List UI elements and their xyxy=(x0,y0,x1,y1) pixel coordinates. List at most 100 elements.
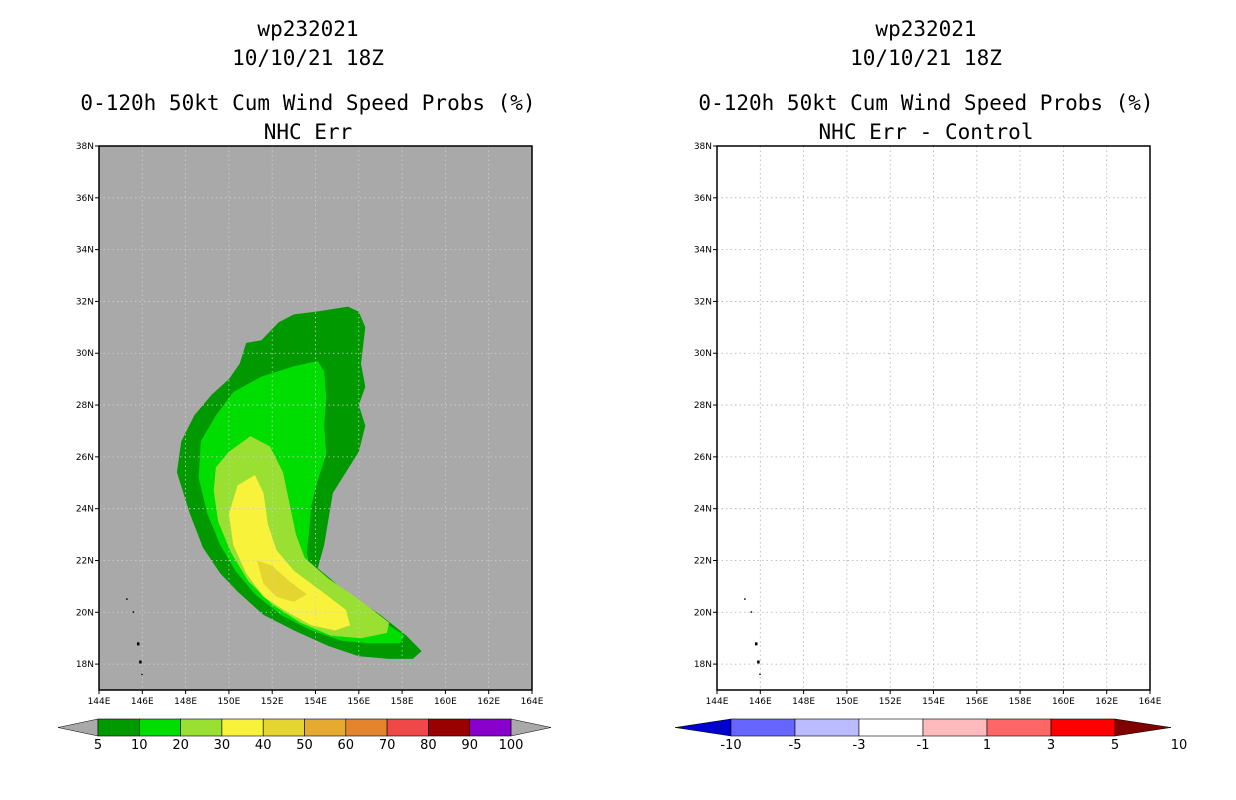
lat-tick-label: 36N xyxy=(694,194,712,204)
lon-tick-label: 150E xyxy=(217,697,240,707)
lon-tick-label: 156E xyxy=(347,697,370,707)
colorbar-label: -5 xyxy=(789,738,802,753)
lat-tick-label: 38N xyxy=(76,142,94,152)
lat-tick-label: 20N xyxy=(694,608,712,618)
colorbar-box xyxy=(1050,718,1116,737)
lat-tick-label: 22N xyxy=(694,556,712,566)
colorbar-box xyxy=(986,718,1052,737)
colorbar-label: -1 xyxy=(917,738,930,753)
right-colorbar: -10 -5 -3 -1 1 3 5 10 xyxy=(674,718,1188,753)
colorbar-label: 20 xyxy=(172,738,189,753)
island xyxy=(754,642,758,646)
colorbar-box xyxy=(139,718,181,737)
lat-tick-label: 24N xyxy=(694,505,712,515)
left-title-date: 10/10/21 18Z xyxy=(232,46,384,70)
island xyxy=(759,673,761,675)
lon-tick-label: 158E xyxy=(391,697,414,707)
lat-tick-label: 26N xyxy=(76,453,94,463)
grid xyxy=(99,146,532,690)
colorbar-label: -10 xyxy=(720,738,741,753)
lon-tick-label: 154E xyxy=(304,697,327,707)
left-title-model: NHC Err xyxy=(264,120,353,144)
lon-tick-label: 146E xyxy=(749,697,772,707)
lon-tick-label: 150E xyxy=(835,697,858,707)
lon-tick-label: 152E xyxy=(261,697,284,707)
colorbar-label: 40 xyxy=(255,738,272,753)
lon-tick-label: 158E xyxy=(1009,697,1032,707)
colorbar-label: 10 xyxy=(1171,738,1188,753)
island xyxy=(132,611,135,613)
colorbar-label: 100 xyxy=(499,738,524,753)
colorbar-box xyxy=(97,718,140,737)
lon-tick-label: 146E xyxy=(131,697,154,707)
contour-40pct xyxy=(257,560,307,602)
lat-tick-label: 30N xyxy=(76,349,94,359)
lon-tick-label: 164E xyxy=(521,697,544,707)
colorbar-arrow-right xyxy=(510,718,552,737)
lon-tick-label: 156E xyxy=(965,697,988,707)
colorbar-box xyxy=(221,718,264,737)
right-title-product: 0-120h 50kt Cum Wind Speed Probs (%) xyxy=(698,91,1153,115)
colorbar-arrow-left xyxy=(57,718,99,737)
right-title-storm: wp232021 xyxy=(875,17,976,41)
contour-layer xyxy=(744,598,761,675)
lat-tick-label: 34N xyxy=(76,246,94,256)
lat-tick-label: 38N xyxy=(694,142,712,152)
lon-tick-label: 148E xyxy=(792,697,815,707)
left-panel: wp232021 10/10/21 18Z 0-120h 50kt Cum Wi… xyxy=(57,17,552,753)
lon-tick-label: 144E xyxy=(706,697,729,707)
lat-tick-label: 22N xyxy=(76,556,94,566)
lat-tick-label: 32N xyxy=(76,297,94,307)
colorbar-label: 1 xyxy=(983,738,991,753)
colorbar-label: 50 xyxy=(296,738,313,753)
island xyxy=(136,642,140,646)
island xyxy=(757,660,760,664)
lat-tick-label: 20N xyxy=(76,608,94,618)
lon-tick-label: 160E xyxy=(434,697,457,707)
lat-tick-label: 18N xyxy=(76,660,94,670)
colorbar-label: 60 xyxy=(338,738,355,753)
lat-tick-label: 18N xyxy=(694,660,712,670)
contour-30pct xyxy=(228,475,351,631)
left-colorbar: 5 10 20 30 40 50 60 70 80 90 100 xyxy=(57,718,552,753)
colorbar-box xyxy=(345,718,388,737)
left-title-product: 0-120h 50kt Cum Wind Speed Probs (%) xyxy=(80,91,535,115)
lat-tick-label: 28N xyxy=(694,401,712,411)
colorbar-box xyxy=(386,718,429,737)
colorbar-box xyxy=(794,718,860,737)
colorbar-box xyxy=(180,718,223,737)
right-title-date: 10/10/21 18Z xyxy=(850,46,1002,70)
lon-tick-label: 144E xyxy=(88,697,111,707)
colorbar-box xyxy=(858,718,924,737)
lat-tick-label: 34N xyxy=(694,246,712,256)
colorbar-box xyxy=(428,718,470,737)
right-title-model: NHC Err - Control xyxy=(819,120,1034,144)
lon-tick-label: 148E xyxy=(174,697,197,707)
colorbar-box xyxy=(730,718,796,737)
colorbar-label: 10 xyxy=(131,738,148,753)
colorbar-arrow-left xyxy=(674,718,732,737)
lat-tick-label: 32N xyxy=(694,297,712,307)
island xyxy=(750,611,753,613)
right-panel: wp232021 10/10/21 18Z 0-120h 50kt Cum Wi… xyxy=(674,17,1188,753)
left-map-area: 144E 146E 148E 150E 152E 154E 156E 158E 160E 162E… xyxy=(76,142,544,707)
colorbar-label: -3 xyxy=(853,738,866,753)
colorbar-label: 30 xyxy=(214,738,231,753)
right-map-area: 144E 146E 148E 150E 152E 154E 156E 158E 160E 162E… xyxy=(694,142,1162,707)
grid xyxy=(717,146,1150,690)
colorbar-box xyxy=(262,718,305,737)
colorbar-label: 3 xyxy=(1047,738,1055,753)
left-title-storm: wp232021 xyxy=(257,17,358,41)
colorbar-label: 5 xyxy=(1111,738,1119,753)
island xyxy=(139,660,142,664)
colorbar-label: 80 xyxy=(420,738,437,753)
island xyxy=(141,673,143,675)
colorbar-label: 90 xyxy=(461,738,478,753)
contour-layer xyxy=(126,306,422,675)
colorbar-box xyxy=(304,718,347,737)
lon-tick-label: 162E xyxy=(477,697,500,707)
lon-tick-label: 154E xyxy=(922,697,945,707)
colorbar-box xyxy=(922,718,988,737)
colorbar-label: 70 xyxy=(379,738,396,753)
